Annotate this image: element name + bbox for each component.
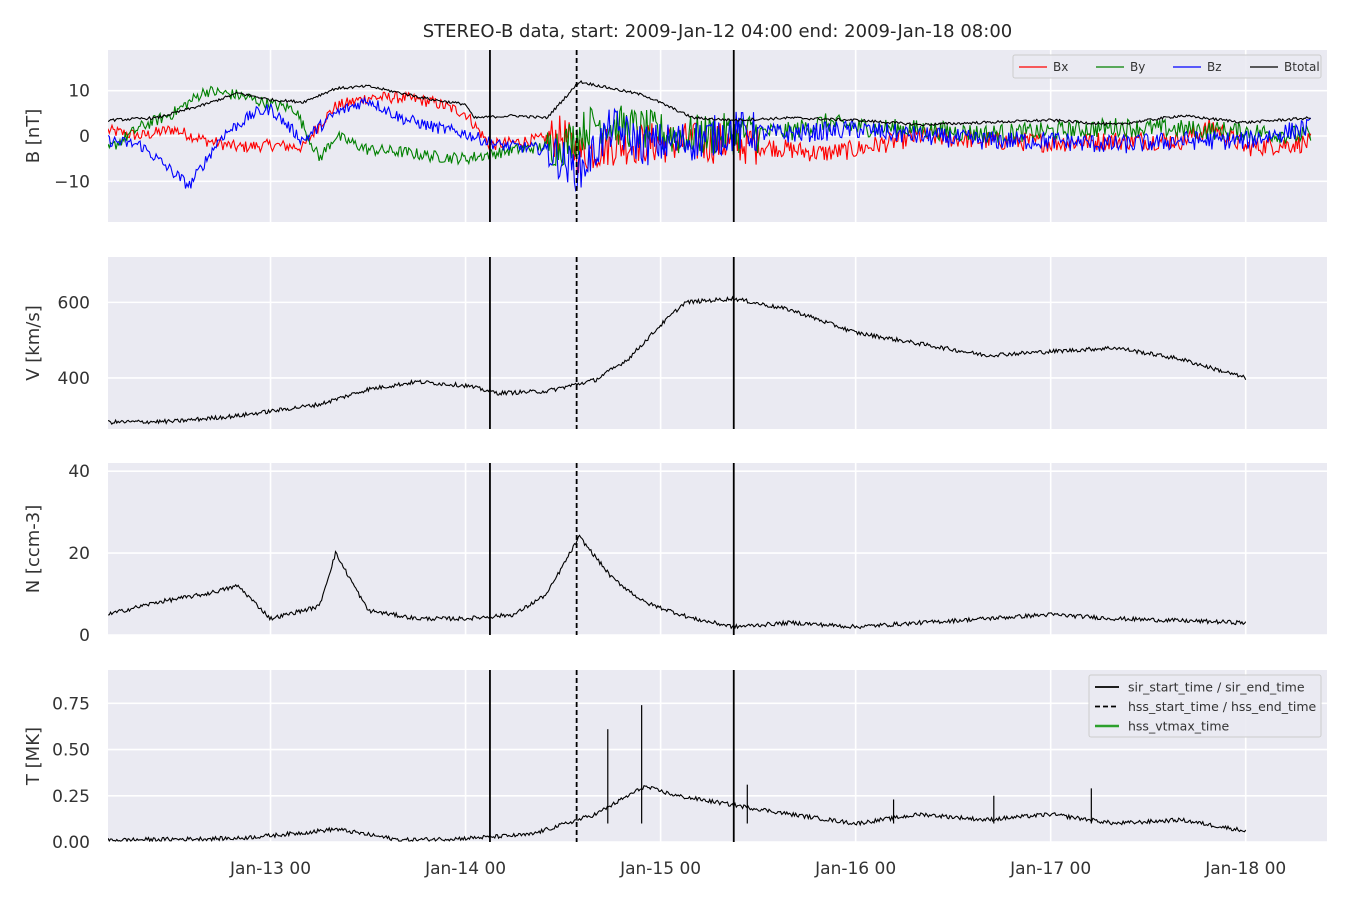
y-tick-label-B-0: 10 [68,82,90,102]
series-group-V [108,295,1247,425]
y-tick-label-B-1: 0 [79,127,90,147]
panel-N-background [108,463,1327,635]
panel-T: 0.75 0.50 0.25 0.00 T [MK] sir_start_time / s… [23,670,1327,853]
x-tick-labels: Jan-13 00 Jan-14 00 Jan-15 00 Jan-16 00 Jan-… [229,859,1286,879]
y-tick-label-N-0: 40 [68,462,90,482]
panel-N: 40 20 0 N [ccm-3] [23,462,1327,646]
panel-B: 10 0 −10 B [nT] Bx By Bz Btotal [23,50,1327,222]
series-group-B [108,80,1312,192]
legend-T-label-2: hss_vtmax_time [1128,719,1230,734]
y-tick-label-V-1: 400 [58,369,90,389]
legend-B-label-bx: Bx [1053,60,1068,74]
y-tick-label-T-1: 0.50 [52,741,90,761]
legend-T: sir_start_time / sir_end_time hss_start_t… [1088,674,1322,738]
panel-V: 600 400 V [km/s] [23,257,1327,429]
y-tick-label-T-0: 0.75 [52,694,90,714]
legend-B-label-btotal: Btotal [1284,60,1320,74]
y-tick-label-T-3: 0.00 [52,833,90,853]
y-tick-label-B-2: −10 [54,172,90,192]
legend-B-label-bz: Bz [1207,60,1222,74]
series-B-bz [108,96,1312,192]
legend-T-label-0: sir_start_time / sir_end_time [1128,680,1305,695]
legend-B: Bx By Bz Btotal [1012,54,1322,79]
x-tick-label-2: Jan-15 00 [619,859,701,879]
x-tick-label-0: Jan-13 00 [229,859,311,879]
y-tick-label-T-2: 0.25 [52,787,90,807]
series-T-t [108,784,1247,842]
series-V-v [108,295,1247,425]
y-axis-label-T: T [MK] [23,727,44,786]
series-N-n [108,534,1247,630]
y-axis-label-V: V [km/s] [23,305,44,380]
y-axis-label-B: B [nT] [23,109,44,164]
x-tick-label-4: Jan-17 00 [1009,859,1091,879]
series-group-N [108,534,1247,630]
legend-B-frame [1012,54,1322,79]
y-axis-label-N: N [ccm-3] [23,505,44,594]
legend-B-label-by: By [1130,60,1145,74]
panel-V-background [108,257,1327,429]
legend-T-frame [1088,674,1322,738]
x-tick-label-3: Jan-16 00 [814,859,896,879]
legend-T-label-1: hss_start_time / hss_end_time [1128,699,1317,714]
x-tick-label-5: Jan-18 00 [1204,859,1286,879]
x-tick-label-1: Jan-14 00 [424,859,506,879]
figure-title: STEREO-B data, start: 2009-Jan-12 04:00 … [423,21,1012,42]
series-group-T [108,705,1247,842]
series-B-btotal [108,80,1311,127]
y-tick-label-V-0: 600 [58,293,90,313]
y-tick-label-N-1: 20 [68,544,90,564]
y-tick-label-N-2: 0 [79,626,90,646]
